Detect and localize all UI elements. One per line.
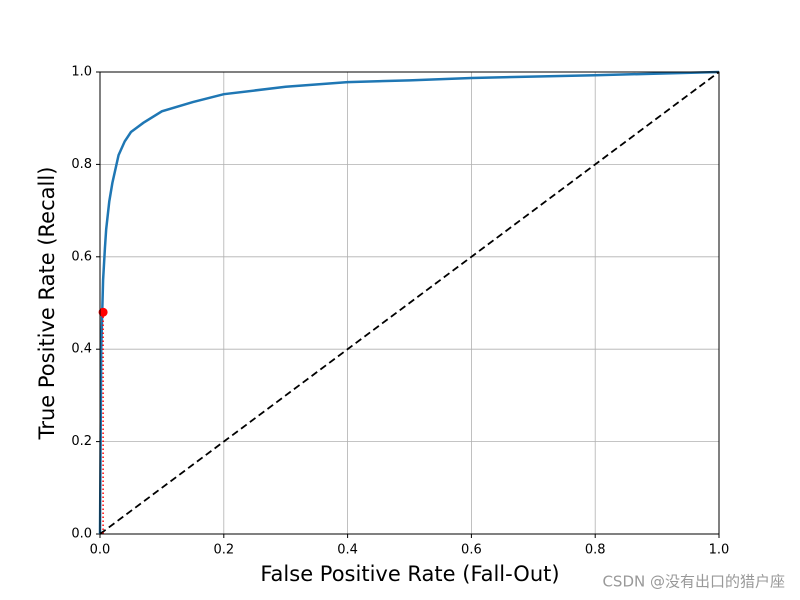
watermark: CSDN @没有出口的猎户座 bbox=[602, 573, 785, 591]
y-tick-label: 0.6 bbox=[71, 249, 92, 264]
x-tick-label: 0.0 bbox=[90, 543, 111, 558]
y-axis-label: True Positive Rate (Recall) bbox=[35, 167, 59, 441]
x-tick-label: 1.0 bbox=[709, 543, 730, 558]
line bbox=[98, 70, 720, 535]
x-tick-label: 0.8 bbox=[585, 543, 606, 558]
x-tick-label: 0.6 bbox=[461, 543, 482, 558]
y-tick-label: 0.4 bbox=[71, 342, 92, 357]
y-tick-label: 1.0 bbox=[71, 65, 92, 80]
plot-frame bbox=[99, 71, 720, 535]
y-tick-label: 0.2 bbox=[71, 434, 92, 449]
x-axis-label: False Positive Rate (Fall-Out) bbox=[260, 562, 559, 586]
y-tick-label: 0.0 bbox=[71, 527, 92, 542]
point bbox=[98, 307, 108, 317]
x-tick-label: 0.2 bbox=[213, 543, 234, 558]
x-tick-label: 0.4 bbox=[337, 543, 358, 558]
y-tick-label: 0.8 bbox=[71, 157, 92, 172]
line bbox=[99, 71, 720, 535]
